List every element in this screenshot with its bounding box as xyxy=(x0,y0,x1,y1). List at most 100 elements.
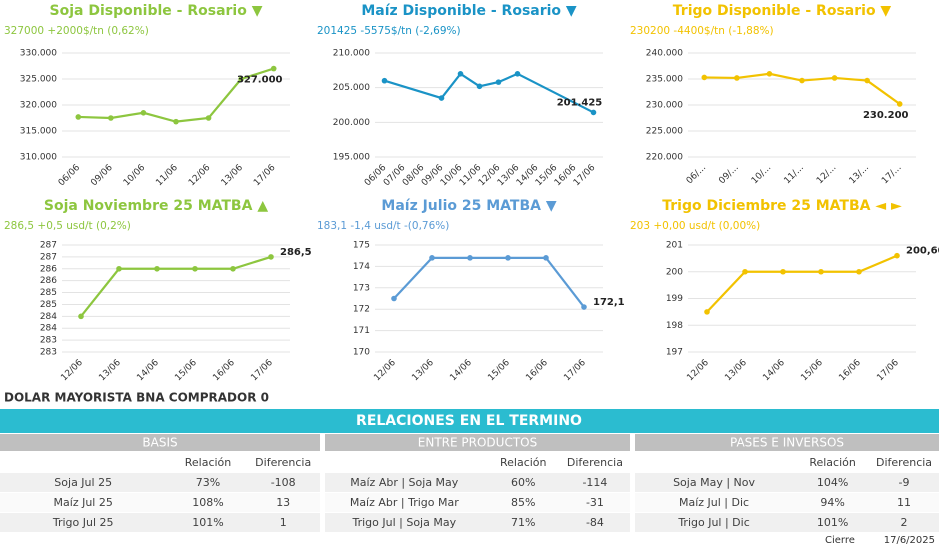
y-tick-label: 284 xyxy=(40,312,57,322)
table-cell: -31 xyxy=(586,496,604,509)
chart-title: Trigo Disponible - Rosario ▼ xyxy=(673,3,892,19)
table-cell: -108 xyxy=(271,476,296,489)
chart-title: Soja Disponible - Rosario ▼ xyxy=(50,3,263,19)
y-tick-label: 320.000 xyxy=(20,101,57,111)
value-label: 172,1 xyxy=(593,297,625,308)
data-point xyxy=(467,255,473,261)
x-tick-label: 06/06 xyxy=(57,163,83,189)
x-tick-label: 11/... xyxy=(782,163,805,186)
data-point xyxy=(856,268,862,275)
y-tick-label: 199 xyxy=(666,294,683,304)
data-point xyxy=(581,304,587,310)
data-point xyxy=(268,254,274,260)
table-cell: -84 xyxy=(586,516,604,529)
x-tick-label: 12/06 xyxy=(372,358,398,384)
chart-subtitle: 183,1 -1,4 usd/t -(0,76%) xyxy=(317,220,449,232)
data-point xyxy=(140,110,147,116)
table-cell: 101% xyxy=(817,516,848,529)
table-cell: 85% xyxy=(511,496,535,509)
x-tick-label: 13/... xyxy=(848,163,871,186)
value-label: 286,5 xyxy=(280,247,312,258)
x-tick-label: 17/06 xyxy=(252,163,278,189)
x-tick-label: 17/06 xyxy=(875,358,901,384)
x-tick-label: 09/06 xyxy=(89,163,115,189)
x-tick-label: 15/06 xyxy=(799,358,825,384)
table-row xyxy=(0,513,320,532)
footer-label: Cierre xyxy=(825,535,855,546)
data-point xyxy=(505,255,511,261)
data-point xyxy=(429,255,435,261)
table-title-bar xyxy=(0,409,939,433)
data-point xyxy=(476,83,483,90)
table-row xyxy=(635,473,939,492)
section-header-bg xyxy=(325,434,630,451)
x-tick-label: 13/06 xyxy=(220,163,246,189)
y-tick-label: 225.000 xyxy=(646,127,683,137)
y-tick-label: 201 xyxy=(666,241,683,251)
data-point xyxy=(192,265,198,272)
y-tick-label: 175 xyxy=(353,241,370,251)
chart-title: Maíz Julio 25 MATBA ▼ xyxy=(381,198,556,214)
table-row xyxy=(635,493,939,512)
table-row xyxy=(0,493,320,512)
y-tick-label: 173 xyxy=(353,283,370,293)
section-title: ENTRE PRODUCTOS xyxy=(418,436,537,450)
x-tick-label: 17/06 xyxy=(572,163,598,189)
y-tick-label: 197 xyxy=(666,348,683,358)
data-point xyxy=(438,95,445,101)
table-row xyxy=(325,493,630,512)
data-point xyxy=(75,114,82,120)
y-tick-label: 285 xyxy=(40,300,57,310)
y-tick-label: 325.000 xyxy=(20,75,57,85)
y-tick-label: 283 xyxy=(40,348,57,358)
section-header-bg xyxy=(0,434,320,451)
y-tick-label: 287 xyxy=(40,252,57,262)
x-tick-label: 12/06 xyxy=(685,358,711,384)
note: DOLAR MAYORISTA BNA COMPRADOR 0 xyxy=(4,391,269,405)
y-tick-label: 315.000 xyxy=(20,127,57,137)
footer-date: 17/6/2025 xyxy=(884,535,935,546)
table-cell: 60% xyxy=(511,476,535,489)
table-cell: 101% xyxy=(192,516,223,529)
table-cell: 11 xyxy=(897,496,911,509)
table-row xyxy=(325,513,630,532)
table-cell: 108% xyxy=(192,496,223,509)
y-tick-label: 285 xyxy=(40,288,57,298)
data-point xyxy=(457,71,464,77)
x-tick-label: 10/... xyxy=(750,163,773,186)
table-cell: Trigo Jul 25 xyxy=(52,516,114,529)
y-tick-label: 170 xyxy=(353,348,370,358)
data-point xyxy=(543,255,549,261)
y-tick-label: 200.000 xyxy=(333,118,370,128)
data-point xyxy=(799,77,805,84)
data-point xyxy=(818,268,824,275)
x-tick-label: 14/06 xyxy=(448,358,474,384)
chart-subtitle: 286,5 +0,5 usd/t (0,2%) xyxy=(4,220,131,232)
y-tick-label: 195.000 xyxy=(333,153,370,163)
table-cell: -114 xyxy=(582,476,607,489)
table-cell: Trigo Jul | Soja May xyxy=(351,516,456,529)
y-tick-label: 171 xyxy=(353,326,370,336)
chart-title: Soja Noviembre 25 MATBA ▲ xyxy=(44,198,268,214)
chart-title: Maíz Disponible - Rosario ▼ xyxy=(361,3,577,19)
y-tick-label: 172 xyxy=(353,305,370,315)
data-point xyxy=(238,76,244,82)
column-header: Relación xyxy=(185,456,232,469)
x-tick-label: 10/06 xyxy=(122,163,148,189)
value-label: 200,60 xyxy=(906,246,939,257)
data-point xyxy=(704,309,710,315)
value-label: 201.425 xyxy=(557,97,603,108)
data-point xyxy=(894,252,900,259)
x-tick-label: 12/06 xyxy=(59,358,85,384)
table-cell: 94% xyxy=(820,496,844,509)
x-tick-label: 11/06 xyxy=(154,163,180,189)
y-tick-label: 235.000 xyxy=(646,75,683,85)
chart-subtitle: 203 +0,00 usd/t (0,00%) xyxy=(630,220,760,232)
data-point xyxy=(701,74,708,81)
y-tick-label: 200 xyxy=(666,267,683,277)
x-tick-label: 12/... xyxy=(815,163,838,186)
x-tick-label: 06/... xyxy=(685,163,708,186)
section-title: BASIS xyxy=(142,436,177,450)
data-line xyxy=(393,256,585,308)
x-tick-label: 13/06 xyxy=(723,358,749,384)
